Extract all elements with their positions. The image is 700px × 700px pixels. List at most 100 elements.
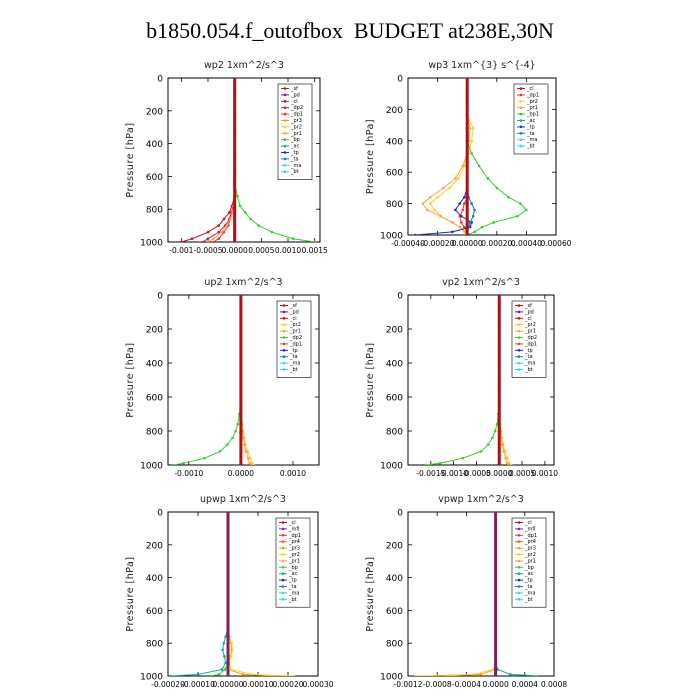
series-point [438,462,442,465]
legend-label: _pr2 [526,99,538,105]
legend: _cl_mfl_dp1_pr4_pr3_pr2_pr1_bp_ac_tp_ta_… [275,517,311,608]
series-point [250,463,253,465]
legend-marker [283,87,287,90]
series-point [182,462,185,465]
series-point [480,225,484,229]
legend-label: _tp [524,348,533,354]
plot-frame [167,511,319,677]
series-point [454,177,457,180]
series-point [231,436,234,440]
legend-marker [517,598,521,601]
series-point [433,208,436,212]
x-tick-label: -0.0015 [416,469,445,478]
series-point [451,230,454,234]
legend-label: _dp1 [290,112,303,118]
series-point [516,214,519,218]
legend-marker [282,342,286,346]
legend-label: _dp1 [524,533,537,539]
series-point [236,422,240,426]
legend-label: _sf [524,303,532,309]
series-point [248,462,252,465]
series-point [222,217,226,221]
legend: _sf_pd_cl_pr2_pr1_dp2_dp1_tp_ta_ma_bt [511,300,547,378]
series-point [428,202,432,205]
legend-label: _ta [288,584,297,590]
legend-label: _sf [289,303,297,309]
series-point [459,221,463,224]
series-point [454,208,457,212]
y-tick-label: 1000 [140,673,163,683]
legend-label: _pr1 [288,558,300,564]
panel-title: wp2 1xm^2/s^3 [204,60,284,71]
legend-marker [519,144,523,148]
series-point [244,211,247,214]
legend-marker [517,361,521,365]
series-point [461,456,465,460]
x-tick-label: -0.001 [169,246,193,255]
legend-label: _pr2 [524,322,536,328]
legend-label: _dp2 [289,335,302,341]
series-point [224,661,227,665]
legend-marker [283,157,287,161]
legend-marker [519,100,523,103]
series-point [217,230,220,234]
legend: _cl_mfl_dp1_pr4_pr3_pr2_pr1_bp_ac_tp_ta_… [511,517,547,608]
legend-marker [283,93,287,97]
series-line [207,78,236,242]
y-tick-label: 800 [386,200,403,210]
plot-frame [407,294,555,466]
series-point [472,673,476,676]
legend-label: _pr2 [524,552,536,558]
series-line [426,295,500,465]
legend-label: _dp1 [289,341,302,347]
legend-marker [517,355,521,359]
series-point [502,450,506,453]
series-point [218,450,222,453]
legend-label: _bt [524,367,533,373]
legend-box [513,83,549,155]
x-tick-label: 0.00000 [452,239,483,248]
series-point [220,668,224,671]
legend-label: _pd [290,92,300,98]
series-point [448,186,451,190]
legend-label: _ac [524,571,534,577]
x-tick-label: -0.0008 [423,680,452,689]
series-point [509,463,513,465]
panel-title: wp3 1xm^{3} s^{-4} [428,60,535,71]
legend-marker [517,304,521,307]
series-point [493,429,497,433]
legend-label: _pr1 [289,329,301,335]
series-point [236,194,239,198]
legend-label: _bt [526,144,535,150]
series-point [171,463,175,465]
legend-box [511,300,547,378]
series-point [246,456,250,460]
legend-label: _ma [290,163,301,169]
legend-marker [517,323,521,327]
y-tick-label: 400 [146,140,163,150]
legend-label: _pd [524,309,534,315]
panel-1: wp2 1xm^2/s^3 Pressure [hPa] 0 200 400 600 800… [125,60,328,255]
x-tick-label: 0.00040 [511,239,542,248]
x-tick-label: -0.0005 [194,246,223,255]
series-point [169,674,173,676]
series-point [221,648,224,652]
series-point [229,668,233,671]
series-point [479,450,483,453]
legend-label: _pr1 [524,558,536,564]
legend-label: _ma [526,137,537,143]
series-point [470,152,473,155]
series-point [229,655,233,658]
legend-label: _cl [289,316,297,322]
legend-marker [519,119,523,122]
series-line [498,295,512,465]
y-tick-label: 800 [386,428,403,438]
legend-marker [281,572,285,575]
series-point [228,211,231,214]
legend-marker [517,521,521,524]
legend-marker [519,132,523,135]
legend-marker [283,106,287,109]
series-line [240,295,252,465]
x-tick-label: -0.00010 [181,680,215,689]
x-tick-label: 0.0015 [302,246,328,255]
